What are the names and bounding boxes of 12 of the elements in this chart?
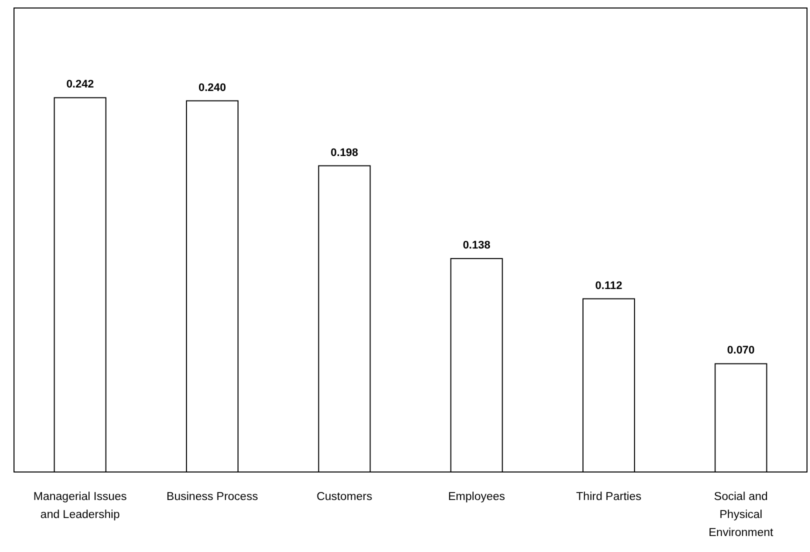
data-label: 0.138 bbox=[462, 240, 490, 252]
data-label: 0.070 bbox=[727, 344, 755, 357]
data-label: 0.242 bbox=[66, 78, 94, 91]
x-tick-label: Employees bbox=[448, 491, 506, 503]
x-tick-label: Third Parties bbox=[576, 491, 642, 503]
x-tick-label: Customers bbox=[316, 491, 372, 503]
data-label: 0.112 bbox=[595, 280, 622, 292]
x-tick-label: Business Process bbox=[166, 491, 258, 503]
data-label: 0.198 bbox=[330, 146, 358, 159]
x-tick-label: Social and Physical Environment bbox=[708, 491, 774, 539]
data-label: 0.240 bbox=[198, 82, 226, 94]
x-tick-label: Managerial Issues and Leadership bbox=[33, 491, 127, 521]
